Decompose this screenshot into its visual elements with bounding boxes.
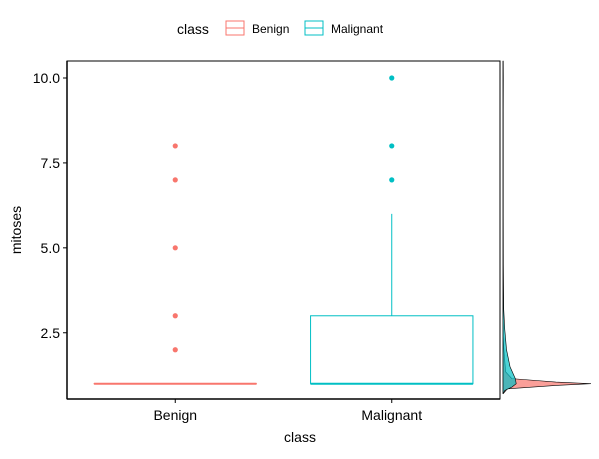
outlier-point-malignant: [389, 75, 394, 80]
y-axis-ticks: 2.5 5.0 7.5 10.0: [33, 70, 67, 341]
outlier-point-benign: [173, 313, 178, 318]
box-malignant: [311, 316, 473, 384]
outlier-point-benign: [173, 177, 178, 182]
density-benign: [503, 61, 591, 394]
marginal-density: [503, 61, 591, 394]
x-tick-label: Malignant: [361, 407, 422, 423]
outlier-point-benign: [173, 143, 178, 148]
legend-title: class: [177, 21, 209, 37]
boxes: [94, 75, 473, 383]
outlier-point-benign: [173, 245, 178, 250]
legend-label-benign: Benign: [252, 22, 289, 36]
outlier-point-benign: [173, 347, 178, 352]
y-tick-label: 10.0: [33, 70, 60, 86]
x-axis-ticks: Benign Malignant: [153, 399, 422, 423]
outlier-point-malignant: [389, 143, 394, 148]
plot-panel-border: [67, 61, 500, 399]
legend-label-malignant: Malignant: [331, 22, 384, 36]
y-tick-label: 2.5: [41, 325, 61, 341]
legend: class Benign Malignant: [177, 21, 384, 37]
density-malignant: [503, 61, 516, 394]
y-axis-title: mitoses: [8, 206, 24, 254]
x-tick-label: Benign: [153, 407, 197, 423]
x-axis-title: class: [284, 429, 316, 445]
y-tick-label: 7.5: [41, 155, 61, 171]
y-tick-label: 5.0: [41, 240, 61, 256]
outlier-point-malignant: [389, 177, 394, 182]
